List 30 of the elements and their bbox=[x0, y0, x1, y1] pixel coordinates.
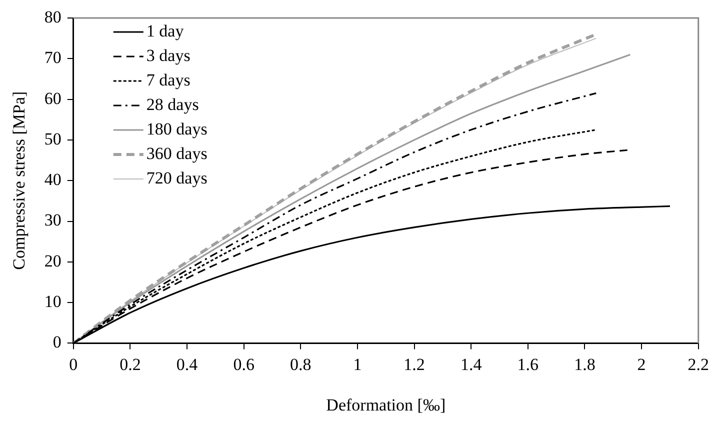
y-tick-label: 0 bbox=[52, 332, 62, 352]
x-tick-label: 1.4 bbox=[460, 354, 482, 374]
y-tick-label: 30 bbox=[44, 210, 62, 230]
legend-label: 3 days bbox=[146, 46, 190, 65]
x-tick-label: 1 bbox=[353, 354, 362, 374]
x-tick-label: 2.2 bbox=[688, 354, 709, 374]
x-tick-label: 2 bbox=[637, 354, 646, 374]
x-tick-label: 0.2 bbox=[120, 354, 141, 374]
y-tick-label: 10 bbox=[44, 292, 62, 312]
x-tick-label: 0.6 bbox=[233, 354, 254, 374]
x-axis-title: Deformation [‰] bbox=[326, 395, 446, 414]
x-tick-label: 1.8 bbox=[574, 354, 596, 374]
legend-label: 180 days bbox=[146, 119, 208, 138]
legend-label: 360 days bbox=[146, 144, 208, 163]
legend-label: 7 days bbox=[146, 70, 190, 90]
y-tick-label: 40 bbox=[44, 170, 62, 190]
legend-label: 28 days bbox=[146, 94, 199, 114]
legend-label: 720 days bbox=[146, 168, 208, 188]
y-tick-label: 60 bbox=[44, 88, 62, 108]
legend-label: 1 day bbox=[146, 21, 184, 40]
y-tick-label: 20 bbox=[44, 251, 62, 270]
y-axis-title: Compressive stress [MPa] bbox=[10, 91, 29, 270]
y-tick-label: 80 bbox=[44, 7, 62, 26]
x-tick-label: 1.2 bbox=[404, 354, 425, 374]
y-tick-label: 70 bbox=[44, 48, 62, 68]
y-tick-label: 50 bbox=[44, 129, 62, 148]
x-tick-label: 1.6 bbox=[517, 354, 539, 374]
x-tick-label: 0 bbox=[69, 354, 78, 374]
x-tick-label: 0.4 bbox=[176, 354, 198, 374]
x-tick-label: 0.8 bbox=[290, 354, 312, 374]
